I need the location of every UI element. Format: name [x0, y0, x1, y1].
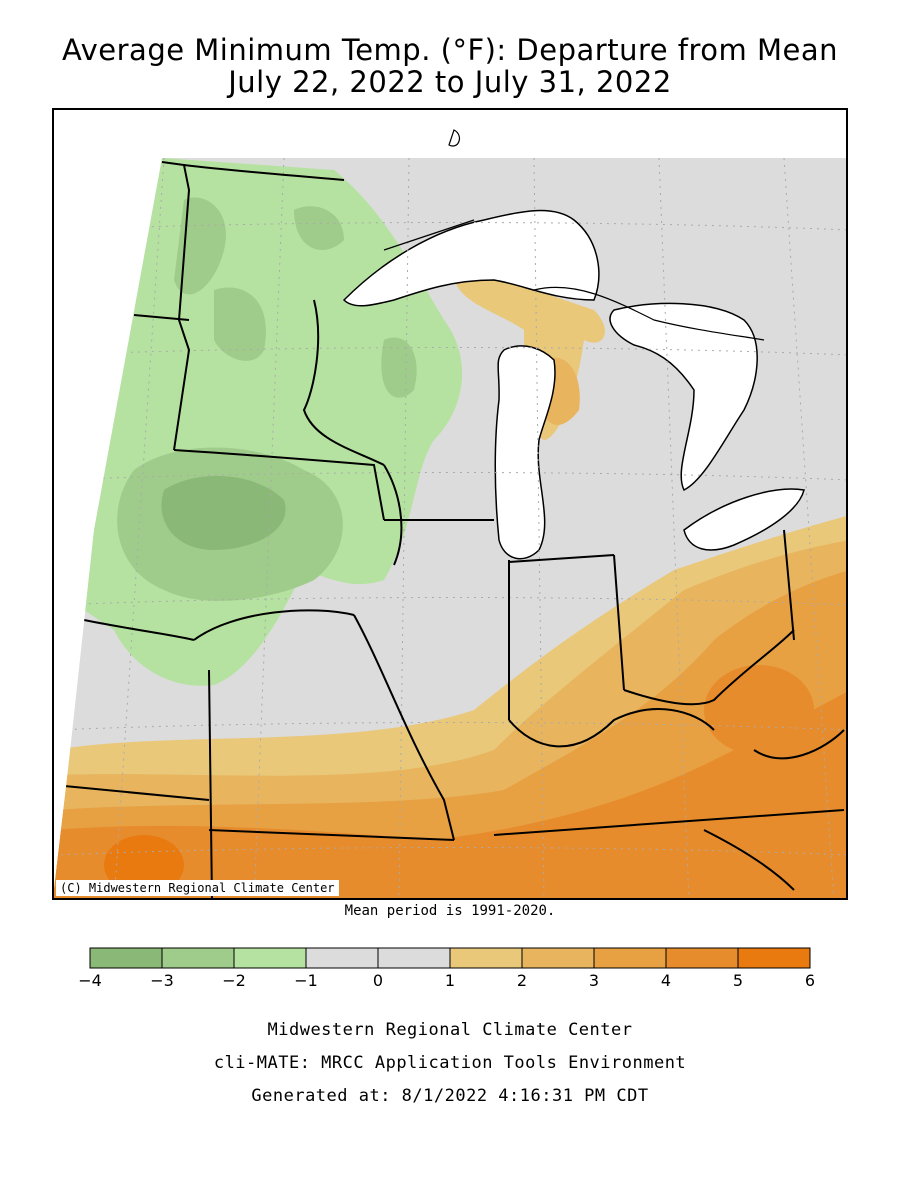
legend-swatch [305, 947, 379, 969]
legend-swatch [593, 947, 667, 969]
anomaly-4-5 [54, 690, 846, 898]
legend-tick-label: 2 [517, 971, 527, 990]
departure-map [54, 129, 846, 898]
legend-swatch [377, 947, 451, 969]
legend-swatch [737, 947, 811, 969]
lake-michigan [494, 345, 556, 560]
legend-tick-label: −1 [294, 971, 318, 990]
legend-swatch [89, 947, 163, 969]
copyright-label: (C) Midwestern Regional Climate Center [56, 880, 339, 896]
mean-period-note: Mean period is 1991-2020. [344, 903, 556, 919]
anomaly-neg3-neg4 [161, 476, 286, 550]
lake-erie [683, 488, 805, 551]
map-title: Average Minimum Temp. (°F): Departure fr… [61, 33, 839, 67]
footer-generated: Generated at: 8/1/2022 4:16:31 PM CDT [251, 1086, 649, 1106]
legend-swatch [521, 947, 595, 969]
legend-swatch [665, 947, 739, 969]
graticule [54, 158, 846, 898]
legend-tick-label: −4 [78, 971, 102, 990]
legend-tick-label: 5 [733, 971, 743, 990]
legend-swatch [449, 947, 523, 969]
anomaly-4-5-east [704, 665, 814, 755]
lake-superior [342, 209, 600, 307]
legend-tick-label: −3 [150, 971, 174, 990]
legend-tick-label: 4 [661, 971, 671, 990]
footer-org: Midwestern Regional Climate Center [267, 1020, 633, 1040]
legend-swatch [161, 947, 235, 969]
legend-tick-label: 3 [589, 971, 599, 990]
color-legend: −4 −3 −2 −1 0 1 2 3 4 5 6 [78, 947, 815, 990]
legend-tick-label: 6 [805, 971, 815, 990]
legend-tick-label: 1 [445, 971, 455, 990]
coastline [383, 129, 765, 341]
footer-tool: cli-MATE: MRCC Application Tools Environ… [213, 1053, 687, 1073]
map-date-range: July 22, 2022 to July 31, 2022 [228, 65, 672, 99]
map-frame: (C) Midwestern Regional Climate Center [52, 108, 848, 900]
legend-tick-label: 0 [373, 971, 383, 990]
state-borders [54, 161, 845, 898]
lake-huron [609, 302, 758, 492]
legend-tick-label: −2 [222, 971, 246, 990]
legend-swatch [233, 947, 307, 969]
